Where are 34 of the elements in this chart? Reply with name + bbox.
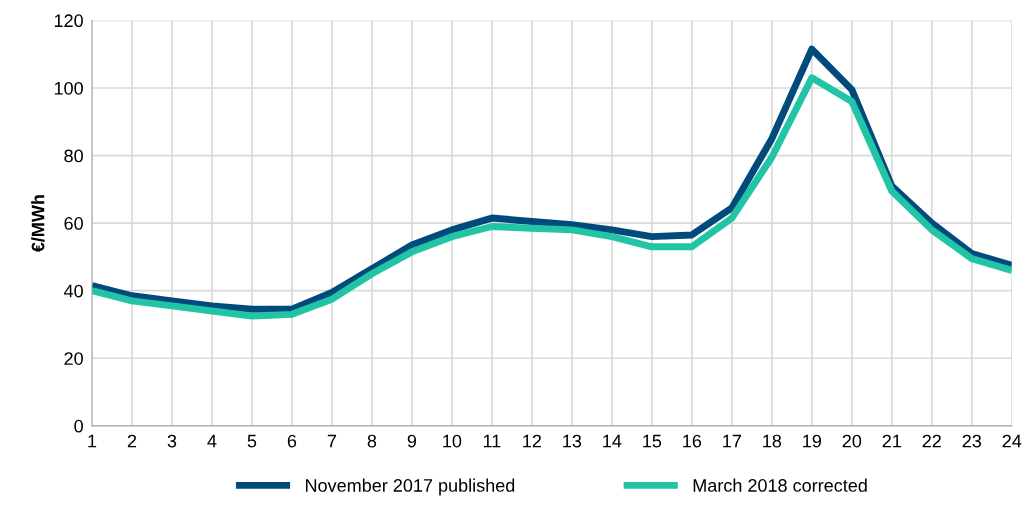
x-tick-label: 10 [443,434,462,448]
x-tick-label: 2 [127,434,137,448]
x-tick-label: 5 [247,434,257,448]
legend-label: March 2018 corrected [693,478,867,492]
y-tick-label: 40 [63,284,83,298]
x-tick-label: 24 [1002,434,1022,448]
x-tick-label: 7 [327,434,337,448]
y-tick-label: 100 [54,81,83,95]
x-tick-label: 15 [643,434,662,448]
x-tick-label: 14 [603,434,622,448]
y-tick-label: 80 [64,149,83,163]
x-tick-label: 20 [842,434,862,448]
x-tick-label: 3 [167,434,177,448]
x-tick-label: 6 [287,434,297,448]
y-axis-title: €/MWh [31,195,45,253]
y-tick-label: 20 [64,352,83,365]
y-tick-label: 60 [64,217,83,230]
x-tick-label: 23 [962,434,982,448]
y-tick-label: 120 [54,14,83,28]
x-tick-label: 4 [207,434,217,448]
x-tick-label: 18 [763,434,782,448]
x-tick-label: 19 [803,434,822,448]
y-tick-label: 0 [74,419,83,433]
x-tick-label: 12 [523,434,542,448]
x-tick-label: 16 [683,434,702,448]
legend-label: November 2017 published [306,478,515,496]
x-tick-label: 9 [407,434,417,448]
x-tick-label: 11 [483,434,501,448]
x-tick-label: 17 [723,434,741,448]
x-tick-label: 21 [882,434,901,448]
x-tick-label: 13 [563,434,582,448]
x-tick-label: 1 [88,434,97,448]
x-tick-label: 22 [922,434,941,448]
x-tick-label: 8 [367,434,377,448]
